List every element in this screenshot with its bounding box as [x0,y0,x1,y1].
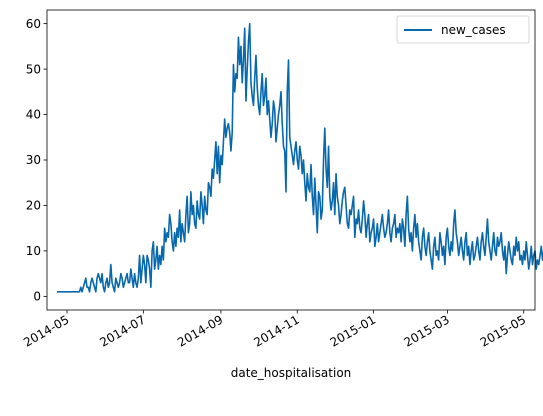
y-tick-label-30: 30 [26,153,41,167]
legend: new_cases [396,15,530,44]
y-axis-ticks: 0 10 20 30 40 50 60 [26,17,47,304]
series-line-new-cases [57,22,543,293]
y-tick-label-50: 50 [26,62,41,76]
plot-frame [46,9,536,311]
y-tick-label-60: 60 [26,17,41,31]
y-tick-label-0: 0 [33,290,41,304]
legend-label-new-cases: new_cases [441,23,506,37]
legend-box [396,15,530,44]
y-tick-label-20: 20 [26,199,41,213]
y-tick-label-40: 40 [26,108,41,122]
y-tick-label-10: 10 [26,244,41,258]
series-layer [57,22,543,293]
x-axis-title: date_hospitalisation [231,366,352,380]
